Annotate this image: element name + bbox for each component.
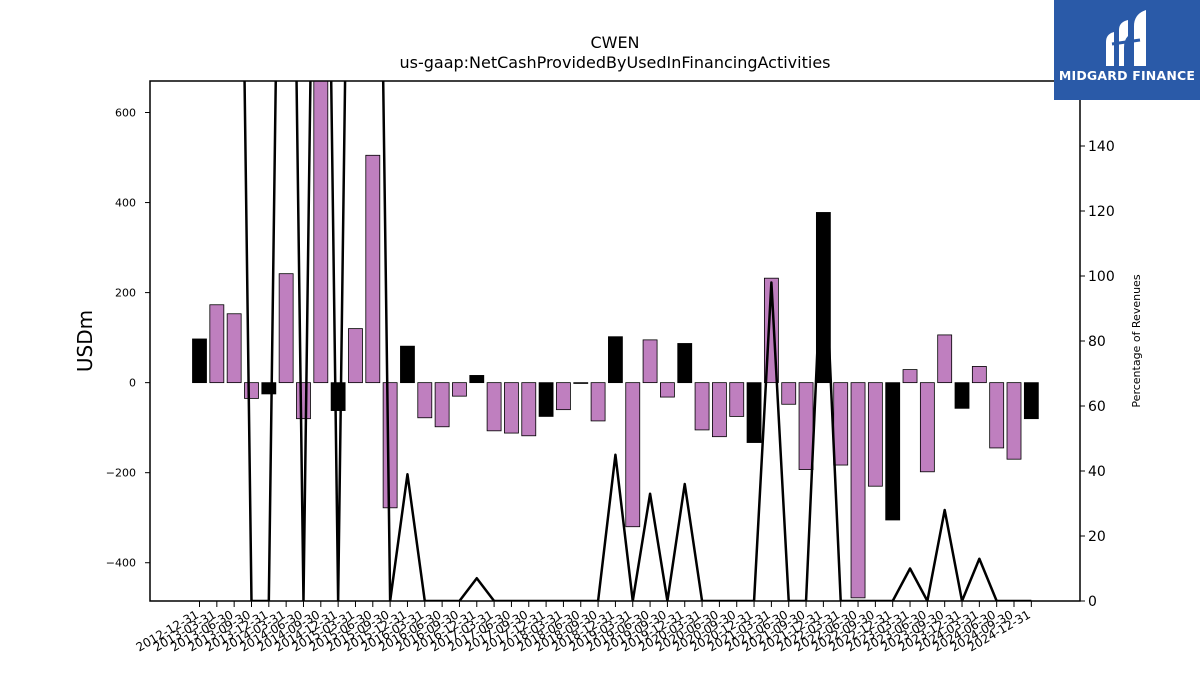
bar [348,328,363,384]
bar [625,382,641,528]
y2-tick-label: 60 [1088,399,1106,415]
bar [885,382,901,521]
chart-subtitle: us-gaap:NetCashProvidedByUsedInFinancing… [399,53,830,72]
bar [365,154,381,384]
y2-tick-label: 120 [1088,204,1115,220]
bar [833,382,849,466]
bar [850,382,866,599]
logo-mark-icon [1106,10,1146,66]
bar [452,382,467,397]
bar [244,382,259,399]
y2-tick-label: 40 [1088,464,1106,480]
y-axis-label: USDm [73,310,97,372]
bar [538,382,554,417]
bar [677,343,693,384]
bar [504,382,519,434]
bar [1023,382,1039,420]
bar [521,382,537,437]
y-tick-label: −200 [106,467,136,480]
bar [330,382,346,411]
bar [954,382,970,409]
y2-tick-label: 0 [1088,594,1097,610]
bar [694,382,710,431]
y2-tick-label: 140 [1088,139,1115,155]
bar [989,382,1005,449]
y2-tick-label: 20 [1088,529,1106,545]
bar [798,382,814,470]
bar [209,304,225,384]
bar [278,273,294,384]
y2-tick-label: 80 [1088,334,1106,350]
y-tick-label: 600 [115,107,136,120]
y-tick-label: 0 [129,377,136,390]
bar [400,345,415,384]
y-tick-label: 200 [115,287,136,300]
bar [746,382,762,443]
bar [556,382,571,411]
bar [382,382,398,509]
bar [192,338,207,384]
chart-title: CWEN [590,33,639,52]
bar [434,382,450,428]
bar [867,382,883,487]
y-tick-label: −400 [106,557,136,570]
bar [1006,382,1022,460]
y2-tick-label: 100 [1088,269,1115,285]
bar [660,382,675,398]
bar [226,313,242,384]
bar [261,382,277,395]
bar [486,382,502,432]
bar [729,382,745,417]
bar [417,382,433,419]
bar [712,382,727,438]
bar [642,339,658,384]
logo-text: MIDGARD FINANCE [1058,68,1196,83]
y2-axis-label: Percentage of Revenues [1130,274,1143,407]
bar [469,375,485,384]
pct-revenue-line [243,81,1032,601]
bar [971,366,987,384]
bar [815,212,831,384]
bar [902,369,918,384]
bar [608,336,623,384]
bar [313,81,329,384]
bar [781,382,797,405]
bar [296,382,311,420]
bar [937,334,953,384]
bar [590,382,606,422]
bar [919,382,935,473]
y-tick-label: 400 [115,197,136,210]
bar [573,382,589,384]
midgard-finance-logo: MIDGARD FINANCE [1054,0,1200,100]
